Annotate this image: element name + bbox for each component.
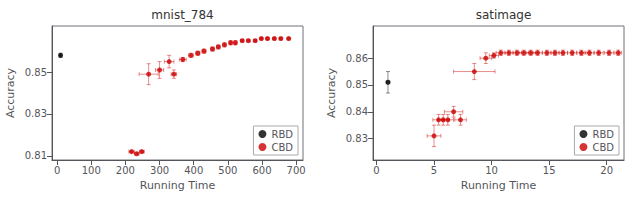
svg-text:CBD: CBD [592, 142, 614, 153]
svg-text:500: 500 [218, 165, 237, 176]
svg-text:15: 15 [543, 165, 556, 176]
svg-text:200: 200 [116, 165, 135, 176]
svg-text:0.83: 0.83 [25, 108, 47, 119]
svg-text:0.85: 0.85 [346, 79, 368, 90]
svg-text:600: 600 [252, 165, 271, 176]
svg-text:0.81: 0.81 [25, 150, 47, 161]
svg-text:0.84: 0.84 [346, 106, 368, 117]
svg-text:400: 400 [184, 165, 203, 176]
svg-text:mnist_784: mnist_784 [151, 8, 214, 22]
svg-text:RBD: RBD [592, 129, 614, 140]
svg-text:100: 100 [82, 165, 101, 176]
svg-text:Accuracy: Accuracy [325, 67, 338, 118]
svg-text:10: 10 [485, 165, 498, 176]
svg-text:RBD: RBD [271, 129, 293, 140]
svg-text:CBD: CBD [271, 142, 293, 153]
svg-text:300: 300 [150, 165, 169, 176]
svg-text:satimage: satimage [476, 8, 532, 22]
svg-text:20: 20 [600, 165, 613, 176]
svg-text:Running Time: Running Time [140, 179, 216, 192]
svg-text:0.86: 0.86 [346, 53, 368, 64]
svg-text:0: 0 [373, 165, 379, 176]
svg-text:700: 700 [287, 165, 306, 176]
svg-text:Accuracy: Accuracy [4, 67, 17, 118]
svg-text:0.83: 0.83 [346, 133, 368, 144]
svg-text:Running Time: Running Time [461, 179, 537, 192]
svg-text:0.85: 0.85 [25, 67, 47, 78]
svg-text:0: 0 [54, 165, 60, 176]
svg-text:5: 5 [431, 165, 437, 176]
